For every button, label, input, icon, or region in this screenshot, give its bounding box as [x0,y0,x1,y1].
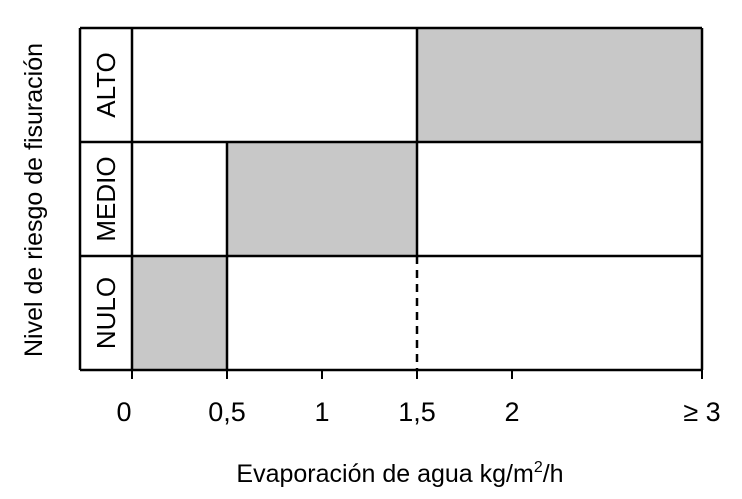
x-tick-label: 1 [314,397,329,427]
shaded-cell-nulo [132,256,227,370]
level-label-alto: ALTO [91,52,121,118]
shaded-cell-alto [417,28,702,142]
shaded-cells [132,28,702,370]
y-axis-title: Nivel de riesgo de fisuración [20,43,48,357]
x-ticks: 0 0,5 1 1,5 2 ≥ 3 [116,370,721,427]
level-label-medio: MEDIO [91,156,121,241]
x-tick-label: 2 [504,397,519,427]
x-tick-label: 0 [116,397,131,427]
x-tick-label: 0,5 [208,397,246,427]
grid-lines [78,26,704,372]
x-tick-label: ≥ 3 [683,397,720,427]
shaded-cell-medio [227,142,417,256]
level-label-nulo: NULO [91,277,121,349]
x-tick-label: 1,5 [398,397,436,427]
level-labels: ALTO MEDIO NULO [91,52,121,349]
x-axis-title: Evaporación de agua kg/m2/h [236,459,563,488]
x-axis-title-sup: 2 [534,459,543,476]
x-axis-title-tail: /h [543,460,564,488]
x-axis-title-main: Evaporación de agua kg/m [236,460,533,488]
